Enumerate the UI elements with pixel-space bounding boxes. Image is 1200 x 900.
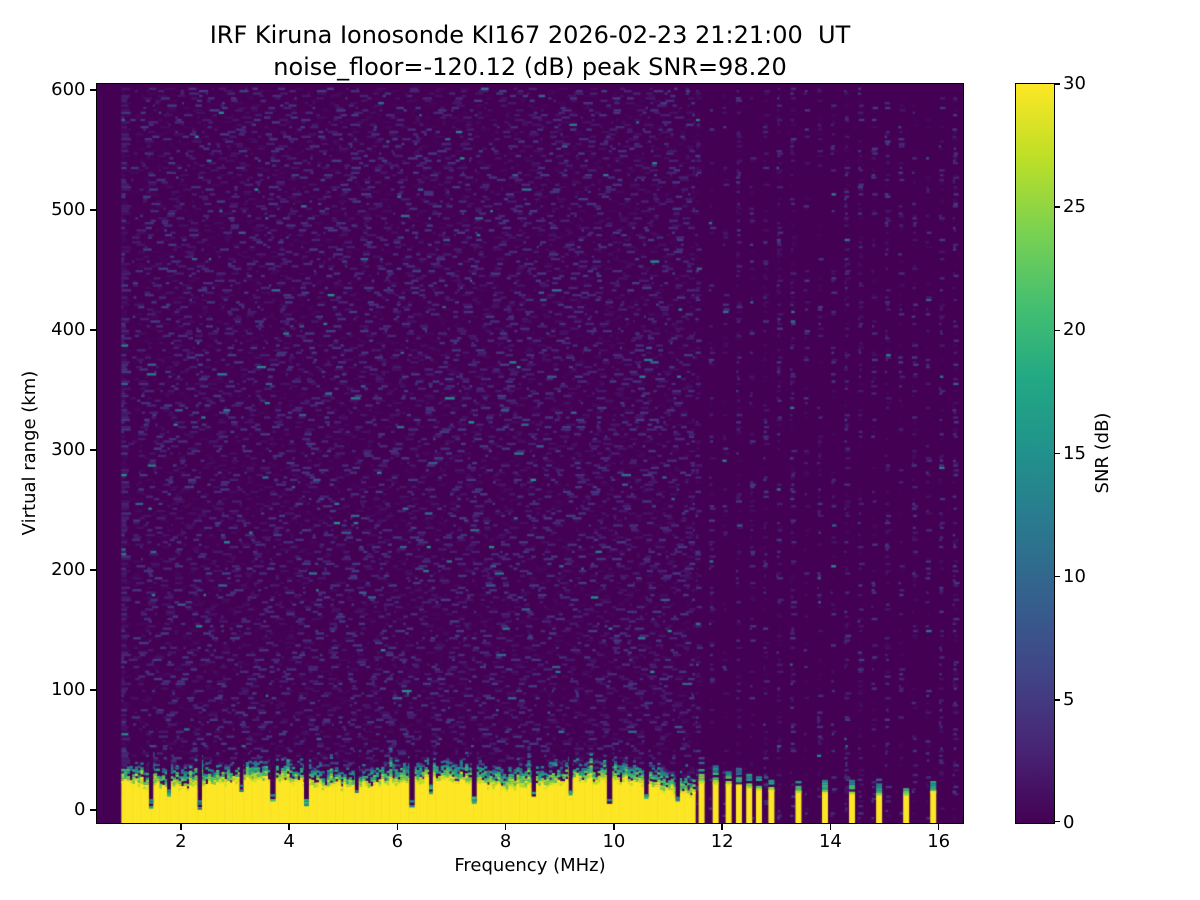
colorbar-tick-label: 10	[1063, 565, 1086, 587]
colorbar-frame	[1015, 83, 1055, 824]
colorbar-tick-label: 0	[1063, 812, 1075, 833]
y-tick-mark	[89, 809, 96, 811]
x-tick-mark	[937, 824, 940, 830]
x-axis-label: Frequency (MHz)	[454, 855, 606, 876]
colorbar-tick-label: 30	[1063, 73, 1086, 94]
x-tick-label: 14	[818, 831, 842, 852]
chart-subtitle: noise_floor=-120.12 (dB) peak SNR=98.20	[273, 53, 787, 81]
x-tick-mark	[829, 824, 832, 830]
x-tick-mark	[180, 824, 182, 830]
colorbar-gradient	[1016, 84, 1054, 823]
colorbar-tick-mark	[1054, 329, 1060, 332]
y-tick-label: 0	[74, 798, 86, 820]
x-tick-label: 10	[602, 831, 626, 852]
colorbar-tick-label: 15	[1063, 442, 1086, 464]
y-tick-label: 300	[51, 438, 86, 460]
plot-frame	[96, 83, 964, 824]
colorbar-label: SNR (dB)	[1092, 412, 1113, 494]
x-tick-label: 6	[391, 831, 404, 852]
y-tick-mark	[89, 569, 96, 571]
colorbar-tick-label: 20	[1063, 319, 1086, 341]
y-tick-mark	[89, 89, 96, 91]
y-tick-label: 600	[51, 78, 86, 100]
colorbar-tick-label: 5	[1063, 688, 1075, 710]
x-tick-label: 16	[927, 831, 951, 852]
colorbar-tick-mark	[1054, 206, 1060, 208]
x-tick-label: 12	[710, 831, 734, 852]
y-tick-mark	[89, 689, 96, 691]
y-tick-label: 100	[51, 678, 86, 700]
x-tick-label: 8	[499, 831, 512, 852]
y-tick-mark	[89, 209, 96, 211]
y-axis-label: Virtual range (km)	[19, 370, 40, 536]
colorbar-tick-label: 25	[1063, 196, 1086, 218]
colorbar-tick-mark	[1054, 83, 1060, 85]
x-tick-mark	[613, 824, 615, 830]
y-tick-mark	[89, 449, 96, 451]
y-tick-label: 400	[51, 318, 86, 340]
x-tick-mark	[396, 824, 399, 830]
x-tick-label: 2	[175, 831, 187, 852]
colorbar-tick-mark	[1054, 452, 1060, 455]
colorbar-tick-mark	[1054, 699, 1060, 701]
chart-title: IRF Kiruna Ionosonde KI167 2026-02-23 21…	[209, 21, 851, 49]
heatmap-canvas	[97, 84, 963, 823]
x-tick-label: 4	[283, 831, 295, 852]
y-tick-label: 200	[51, 558, 86, 580]
colorbar-tick-mark	[1054, 820, 1060, 823]
x-tick-mark	[288, 824, 290, 830]
x-tick-mark	[504, 824, 507, 830]
y-tick-label: 500	[51, 198, 86, 220]
colorbar-tick-mark	[1054, 575, 1060, 578]
y-tick-mark	[89, 329, 96, 331]
x-tick-mark	[721, 824, 723, 830]
